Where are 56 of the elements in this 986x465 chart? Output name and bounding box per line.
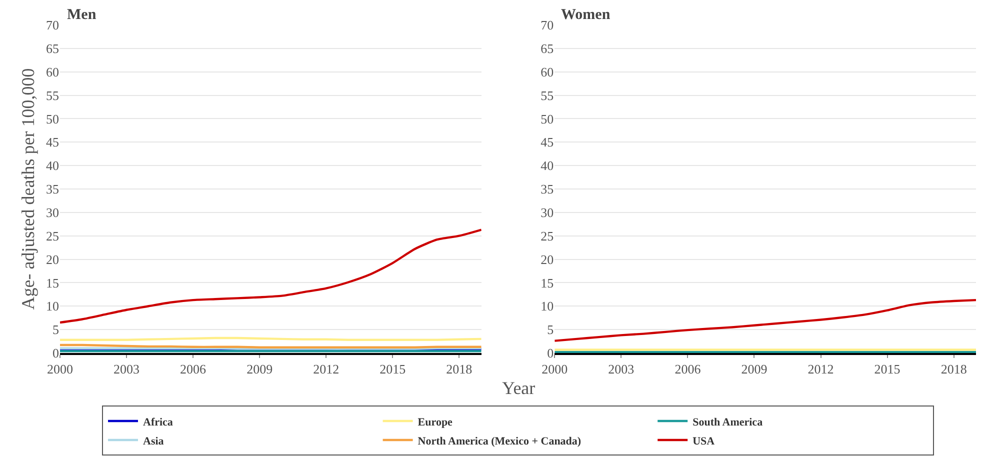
y-tick-label: 5: [52, 322, 59, 338]
y-tick-label: 20: [46, 252, 59, 267]
y-tick-label: 15: [540, 275, 554, 290]
y-tick-label: 35: [540, 182, 554, 197]
x-tick-label: 2018: [446, 362, 472, 377]
legend-label: North America (Mexico + Canada): [418, 435, 582, 448]
y-tick-label: 10: [540, 298, 554, 314]
x-tick-label: 2003: [608, 362, 634, 377]
y-tick-label: 55: [46, 88, 59, 103]
legend-label: USA: [692, 435, 715, 448]
y-tick-label: 30: [540, 204, 554, 220]
line-series: [60, 228, 482, 324]
x-tick-label: 2003: [114, 362, 140, 377]
y-tick-label: 30: [46, 204, 59, 220]
x-tick-label: 2015: [380, 362, 406, 377]
legend-label: Africa: [143, 416, 174, 428]
x-tick-label: 2000: [542, 362, 568, 377]
x-tick-label: 2006: [180, 362, 207, 377]
y-tick-label: 60: [46, 64, 59, 80]
y-tick-label: 10: [46, 298, 59, 314]
y-tick-label: 0: [52, 346, 59, 361]
y-tick-label: 40: [540, 158, 554, 174]
y-tick-label: 55: [540, 88, 554, 103]
x-tick-label: 2009: [741, 362, 768, 377]
legend-label: Europe: [418, 416, 453, 428]
x-tick-label: 2006: [674, 362, 702, 377]
legend-label: South America: [692, 416, 764, 428]
y-tick-label: 70: [46, 18, 59, 33]
x-tick-label: 2000: [47, 362, 73, 377]
y-tick-label: 25: [540, 228, 554, 244]
y-axis-title: Age- adjusted deaths per 100,000: [18, 68, 38, 310]
y-tick-label: 65: [540, 40, 554, 56]
y-tick-label: 15: [46, 275, 59, 290]
y-tick-label: 50: [540, 111, 554, 126]
y-tick-label: 60: [540, 64, 554, 80]
y-tick-label: 0: [547, 346, 554, 361]
x-axis-title: Year: [502, 378, 536, 398]
chart-title: Men: [67, 7, 97, 23]
y-tick-label: 5: [547, 322, 554, 338]
y-tick-label: 45: [540, 134, 554, 150]
y-tick-label: 35: [46, 182, 59, 197]
chart-title: Women: [561, 7, 611, 23]
y-tick-label: 65: [46, 40, 59, 56]
y-tick-label: 40: [46, 158, 59, 174]
x-tick-label: 2009: [246, 362, 273, 377]
y-tick-label: 25: [46, 228, 59, 244]
x-tick-label: 2015: [874, 362, 900, 377]
y-tick-label: 45: [46, 134, 59, 150]
legend-label: Asia: [143, 435, 164, 448]
y-tick-label: 20: [540, 252, 554, 267]
line-series: [554, 298, 976, 342]
y-tick-label: 50: [46, 111, 59, 126]
x-tick-label: 2018: [940, 362, 967, 377]
x-tick-label: 2012: [808, 362, 834, 377]
y-tick-label: 70: [540, 18, 554, 33]
x-tick-label: 2012: [313, 362, 340, 377]
